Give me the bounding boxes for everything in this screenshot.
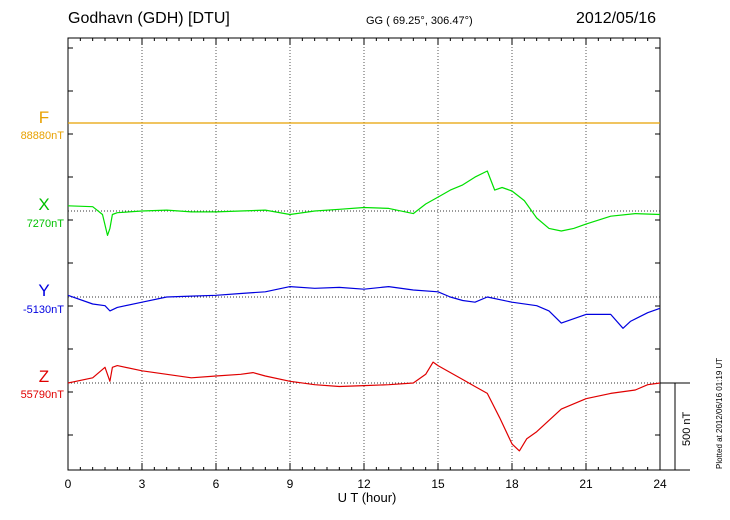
panel-label-y: Y <box>38 281 50 300</box>
x-axis-title: U T (hour) <box>338 490 397 505</box>
panel-baseline-z: 55790nT <box>20 389 64 401</box>
geo-coordinates: GG ( 69.25°, 306.47°) <box>366 15 473 27</box>
plot-credit: Plotted at 2012/06/16 01:19 UT <box>715 357 724 469</box>
x-tick-label: 18 <box>505 477 519 491</box>
scale-bar-label: 500 nT <box>681 411 693 446</box>
grid-lines <box>141 38 587 470</box>
panel-baseline-f: 88880nT <box>20 130 64 142</box>
series-line-x <box>67 170 661 236</box>
x-tick-label: 15 <box>431 477 445 491</box>
scale-bar: 500 nT <box>660 382 693 471</box>
axis-ticks <box>67 38 661 470</box>
series-lines <box>67 122 661 452</box>
x-tick-label: 3 <box>139 477 146 491</box>
panel-baseline-x: 7270nT <box>26 218 64 230</box>
panel-label-z: Z <box>38 367 50 386</box>
x-tick-labels: 0 3 6 9 12 15 18 21 24 <box>65 477 667 491</box>
panel-baseline-y: -5130nT <box>23 304 64 316</box>
panel-label-f: F <box>38 108 50 127</box>
x-tick-label: 9 <box>287 477 294 491</box>
series-line-y <box>67 286 661 329</box>
panel-label-x: X <box>38 195 50 214</box>
station-title: Godhavn (GDH) [DTU] <box>68 10 230 27</box>
x-tick-label: 12 <box>357 477 371 491</box>
x-tick-label: 24 <box>653 477 667 491</box>
plot-date: 2012/05/16 <box>576 10 657 27</box>
x-tick-label: 0 <box>65 477 72 491</box>
x-tick-label: 21 <box>579 477 593 491</box>
x-tick-label: 6 <box>213 477 220 491</box>
series-line-z <box>67 361 661 452</box>
